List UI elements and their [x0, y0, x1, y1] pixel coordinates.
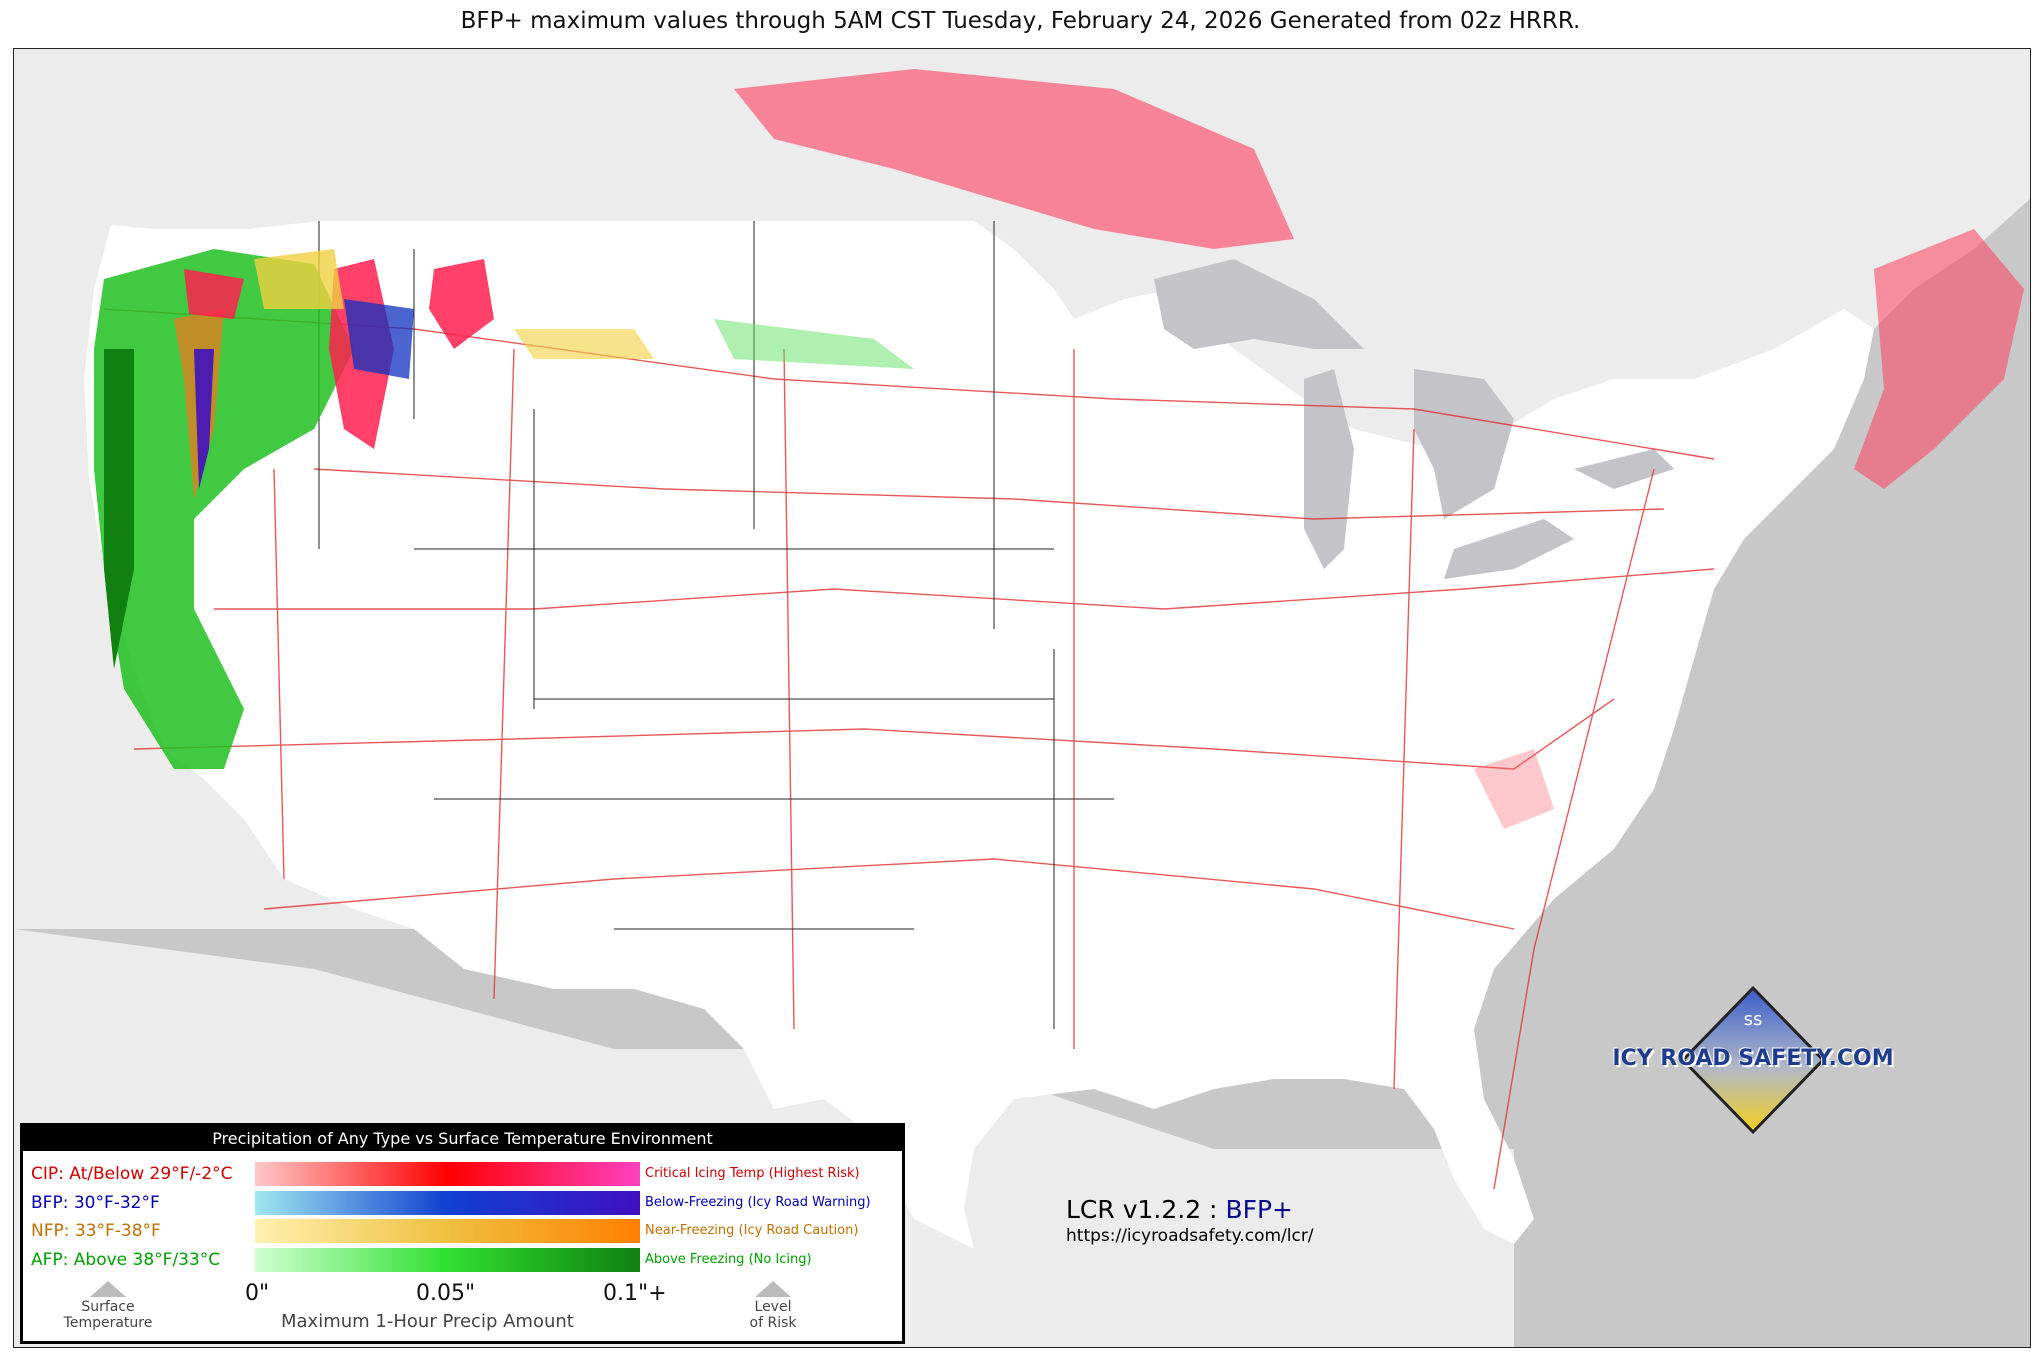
up-triangle-icon: [755, 1281, 791, 1297]
legend-cip-desc: Critical Icing Temp (Highest Risk): [645, 1166, 860, 1181]
legend-tick-0: 0": [245, 1281, 270, 1306]
legend-nfp-label: NFP: 33°F-38°F: [31, 1221, 161, 1241]
legend-afp-bar: [255, 1248, 640, 1272]
legend-nfp-desc: Near-Freezing (Icy Road Caution): [645, 1223, 859, 1238]
legend-header: Precipitation of Any Type vs Surface Tem…: [23, 1126, 902, 1151]
legend-afp-label: AFP: Above 38°F/33°C: [31, 1250, 221, 1270]
precip-cip-mt: [429, 259, 494, 349]
precip-cip-wa: [184, 269, 244, 319]
risk-indicator: Level of Risk: [733, 1281, 813, 1331]
legend-tick-max: 0.1"+: [603, 1281, 667, 1306]
legend-nfp-bar: [255, 1219, 640, 1243]
lake-superior: [1154, 259, 1364, 349]
precip-afp: [94, 249, 354, 769]
product-version: LCR v1.2.2 :: [1066, 1195, 1218, 1224]
legend-afp-desc: Above Freezing (No Icing): [645, 1252, 812, 1267]
precip-cip-canada: [734, 69, 1294, 249]
legend-tick-mid: 0.05": [416, 1281, 476, 1306]
logo-text: ICY ROAD SAFETY.COM: [1612, 1046, 1894, 1071]
legend-axis-label: Maximum 1-Hour Precip Amount: [281, 1311, 574, 1332]
precip-nfp-sd: [514, 329, 654, 359]
risk-label: Level of Risk: [749, 1299, 797, 1331]
map-title: BFP+ maximum values through 5AM CST Tues…: [460, 8, 1581, 34]
precip-cip-ne: [1854, 229, 2024, 489]
precip-bfp: [194, 349, 214, 489]
surface-temp-indicator: Surface Temperature: [53, 1281, 163, 1331]
highways: [103, 308, 1715, 1190]
lake-erie: [1444, 519, 1574, 579]
legend-bfp-desc: Below-Freezing (Icy Road Warning): [645, 1195, 871, 1210]
up-triangle-icon: [90, 1281, 126, 1297]
precip-afp-heavy: [104, 349, 134, 669]
precip-nfp-mt: [254, 249, 344, 309]
icy-road-logo: ss: [1680, 985, 1826, 1135]
logo-diamond: [1680, 985, 1826, 1135]
product-label: LCR v1.2.2 : BFP+: [1066, 1195, 1293, 1224]
legend: Precipitation of Any Type vs Surface Tem…: [20, 1123, 905, 1344]
precip-cip-appalachia: [1474, 749, 1554, 829]
legend-bfp-label: BFP: 30°F-32°F: [31, 1193, 160, 1213]
precip-afp-nd: [714, 319, 914, 369]
lake-ontario: [1574, 449, 1674, 489]
legend-cip-label: CIP: At/Below 29°F/-2°C: [31, 1164, 233, 1184]
precip-bfp-mt: [344, 299, 414, 379]
lake-huron: [1414, 369, 1514, 519]
legend-cip-bar: [255, 1162, 640, 1186]
logo-car-icon: ss: [1744, 1009, 1763, 1030]
product-name: BFP+: [1225, 1195, 1293, 1224]
product-url[interactable]: https://icyroadsafety.com/lcr/: [1066, 1226, 1314, 1246]
legend-bfp-bar: [255, 1191, 640, 1215]
surface-temp-label: Surface Temperature: [63, 1299, 153, 1331]
